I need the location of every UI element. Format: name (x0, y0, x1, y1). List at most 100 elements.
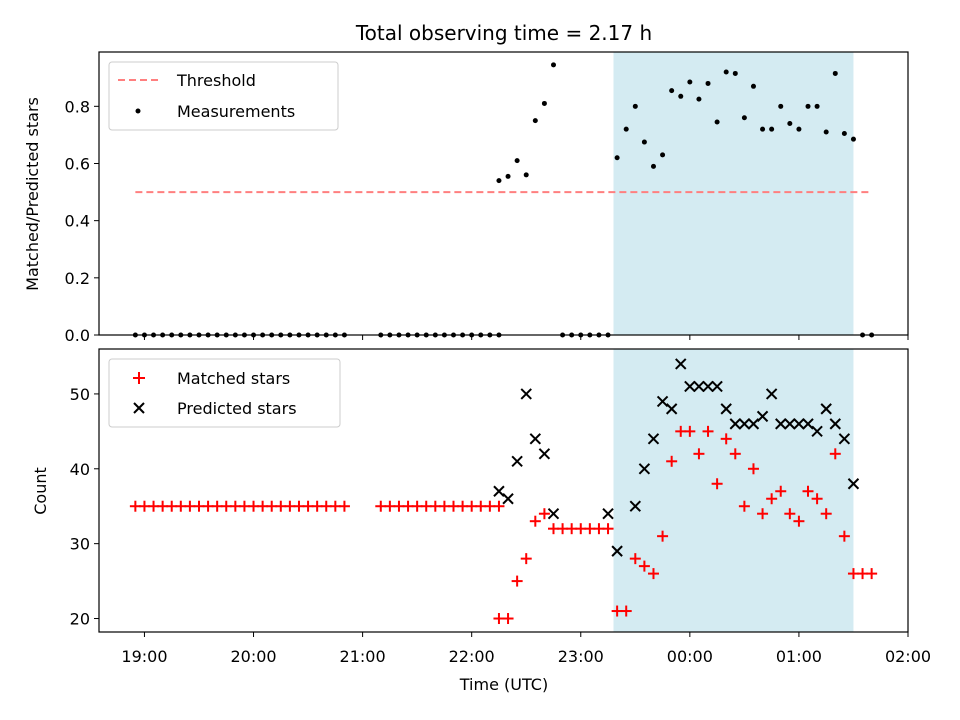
matched-star-point (793, 515, 805, 527)
predicted-star-point (747, 418, 760, 430)
predicted-star-point (638, 463, 651, 475)
x-tick-label: 02:00 (885, 647, 931, 666)
measurement-point (614, 155, 620, 161)
predicted-star-point (720, 403, 732, 415)
x-tick-label: 01:00 (776, 647, 822, 666)
predicted-star-point (656, 395, 669, 408)
predicted-star-point (675, 358, 687, 370)
matched-star-point (602, 523, 614, 535)
measurement-point (769, 126, 775, 132)
bottom-panel: 20 30 40 50 19:00 20:00 21:00 22:00 23:00 00:00 0… (31, 348, 931, 694)
measurement-point (623, 126, 629, 132)
predicted-star-point (493, 485, 505, 497)
top-y-tick-label: 0.2 (65, 269, 90, 288)
matched-star-point (738, 500, 750, 512)
legend-predicted-label: Predicted stars (177, 399, 297, 418)
measurement-point (687, 79, 693, 85)
predicted-star-point (793, 418, 805, 430)
top-shaded-span (613, 52, 854, 335)
predicted-star-point (693, 380, 705, 393)
measurement-point (814, 103, 820, 109)
measurement-point (832, 70, 838, 76)
chart-title: Total observing time = 2.17 h (355, 21, 652, 45)
x-axis-title: Time (UTC) (459, 675, 548, 694)
predicted-star-point (629, 500, 642, 512)
matched-star-point (838, 530, 850, 542)
predicted-star-point (784, 418, 796, 430)
measurement-point (514, 158, 520, 164)
measurement-point (850, 136, 856, 142)
bottom-y-ticks: 20 30 40 50 (70, 385, 99, 629)
top-x-ticks (143, 335, 909, 340)
measurement-point (632, 103, 638, 109)
matched-star-point (529, 515, 541, 527)
measurement-point (505, 173, 511, 179)
bottom-axes-frame (98, 348, 909, 633)
matched-star-point (629, 553, 641, 565)
top-panel: 0.00.20.40.60.8 Matched/Predicted stars … (23, 51, 909, 345)
predicted-star-point (838, 433, 851, 445)
top-y-tick-label: 0.6 (65, 154, 90, 173)
measurement-point (705, 80, 711, 86)
matched-star-point (693, 448, 705, 460)
matched-star-point (802, 485, 814, 497)
measurement-point (787, 120, 793, 126)
measurement-point (660, 152, 666, 158)
x-tick-label: 23:00 (558, 647, 604, 666)
matched-star-point (747, 463, 759, 475)
matched-star-point (520, 553, 532, 565)
bottom-marks (129, 358, 878, 625)
matched-star-point (766, 493, 778, 505)
matched-star-point (666, 455, 678, 467)
bottom-y-axis-title: Count (31, 467, 50, 515)
measurement-point (650, 163, 656, 169)
matched-star-point (493, 500, 505, 512)
predicted-star-point (811, 425, 823, 438)
measurement-point (805, 103, 811, 109)
predicted-star-point (511, 455, 523, 468)
matched-star-point (784, 508, 796, 520)
predicted-star-point (756, 410, 769, 423)
measurement-point (541, 100, 547, 106)
legend-predicted-swatch (133, 402, 145, 414)
predicted-star-point (602, 508, 614, 520)
predicted-star-point (702, 380, 714, 393)
top-axes-frame (98, 51, 909, 336)
matched-star-point (711, 478, 723, 490)
x-tick-label: 00:00 (667, 647, 713, 666)
bottom-y-tick-label: 30 (70, 535, 90, 554)
measurement-point (778, 103, 784, 109)
measurement-point (760, 126, 766, 132)
top-y-ticks: 0.0 0.2 0.4 0.6 0.8 (65, 97, 99, 345)
measurement-point (641, 139, 647, 145)
bottom-y-tick-label: 50 (70, 385, 90, 404)
matched-star-point (729, 448, 741, 460)
predicted-star-point (611, 545, 623, 557)
top-legend: Threshold Measurements (108, 61, 339, 131)
x-tick-label: 22:00 (449, 647, 495, 666)
legend-measurements-label: Measurements (177, 102, 295, 121)
top-y-tick-label: 0.0 (65, 326, 90, 345)
matched-star-point (775, 485, 787, 497)
bottom-y-tick-label: 20 (70, 610, 90, 629)
bottom-legend-box (108, 358, 341, 428)
matched-star-point (502, 613, 514, 625)
top-legend-box (108, 61, 339, 131)
top-y-tick-label: 0.4 (65, 212, 90, 231)
measurement-point (550, 62, 556, 68)
predicted-star-point (711, 380, 723, 393)
predicted-star-point (502, 493, 514, 505)
measurement-point (841, 130, 847, 136)
legend-threshold-label: Threshold (176, 71, 256, 90)
matched-star-point (538, 508, 550, 520)
measurement-point (714, 119, 720, 125)
legend-matched-label: Matched stars (177, 369, 290, 388)
bottom-shaded-span (613, 349, 854, 632)
measurement-point (669, 88, 675, 94)
measurement-point (796, 126, 802, 132)
matched-star-point (638, 560, 650, 572)
matched-star-point (338, 500, 350, 512)
measurement-point (678, 93, 684, 99)
top-y-axis-title: Matched/Predicted stars (23, 97, 42, 291)
